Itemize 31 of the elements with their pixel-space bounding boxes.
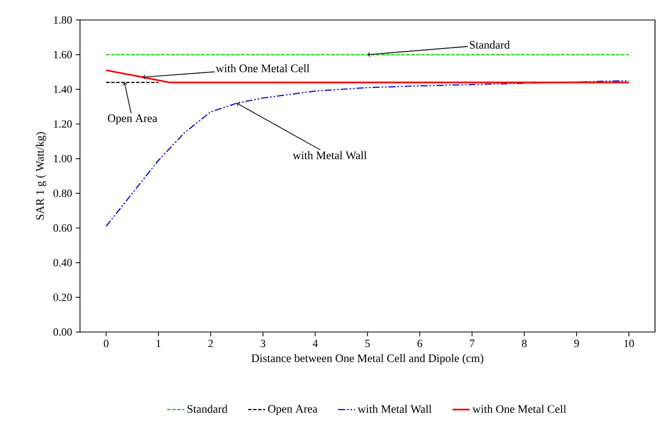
y-tick-label: 1.00 xyxy=(54,154,72,162)
y-tick-label: 0.80 xyxy=(53,190,72,198)
legend-label: Standard xyxy=(188,404,228,413)
annotation: with One Metal Cell xyxy=(216,64,310,72)
x-tick-label: 6 xyxy=(418,340,422,348)
x-tick-label: 5 xyxy=(365,340,370,348)
y-tick-label: 0.20 xyxy=(53,294,72,302)
x-tick-label: 0 xyxy=(104,340,108,348)
y-tick-label: 0.00 xyxy=(53,328,72,336)
x-tick-label: 7 xyxy=(470,340,474,347)
x-tick-label: 8 xyxy=(522,340,527,348)
y-tick-label: 1.80 xyxy=(54,16,72,24)
annotation: Standard xyxy=(470,40,510,49)
legend-label: with One Metal Cell xyxy=(472,404,566,413)
y-tick-label: 0.40 xyxy=(53,258,72,266)
y-tick-label: 1.40 xyxy=(54,86,72,94)
x-tick-label: 10 xyxy=(624,340,634,348)
x-tick-label: 9 xyxy=(574,340,579,348)
y-tick-label: 1.60 xyxy=(54,50,72,58)
annotation: Open Area xyxy=(108,114,158,124)
x-tick-label: 4 xyxy=(312,340,318,347)
x-tick-label: 1 xyxy=(156,340,160,348)
x-tick-label: 2 xyxy=(208,340,213,348)
y-tick-label: 0.60 xyxy=(53,224,72,232)
legend-label: Open Area xyxy=(268,405,318,416)
annotation: with Metal Wall xyxy=(292,151,367,160)
x-tick-label: 3 xyxy=(260,340,266,348)
legend-label: with Metal Wall xyxy=(358,404,432,413)
y-axis-title: SAR 1 g ( Watt/kg) xyxy=(36,132,46,220)
x-axis-title: Distance between One Metal Cell and Dipole (cm) xyxy=(252,354,484,364)
y-tick-label: 1.20 xyxy=(54,120,72,128)
